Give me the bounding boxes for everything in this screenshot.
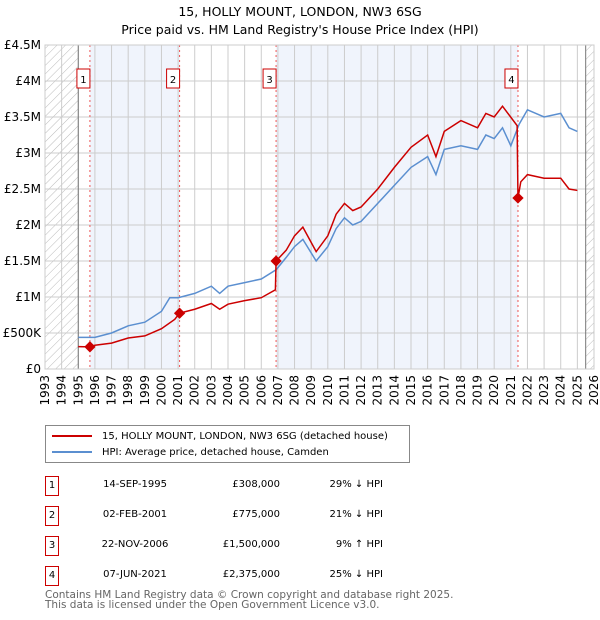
legend-item-hpi: HPI: Average price, detached house, Camd… <box>46 444 329 460</box>
y-tick-label: £1.5M <box>4 254 41 268</box>
shaded-period <box>89 45 180 369</box>
sale-label-box <box>262 68 277 89</box>
x-tick-label: 2005 <box>238 375 252 406</box>
sale-row: 2 02-FEB-2001 £775,000 21% ↓ HPI <box>45 506 405 526</box>
y-tick-label: £1M <box>15 290 41 304</box>
x-tick-label: 1994 <box>55 375 69 406</box>
price-paid-line <box>78 104 578 348</box>
x-tick-label: 2015 <box>404 375 418 406</box>
x-tick-label: 2000 <box>154 375 168 406</box>
sale-price: £2,375,000 <box>222 569 280 580</box>
sale-label: 4 <box>508 75 514 86</box>
plot-border <box>44 44 595 370</box>
sale-label: 3 <box>266 75 272 86</box>
sale-row: 1 14-SEP-1995 £308,000 29% ↓ HPI <box>45 476 405 496</box>
legend-label: HPI: Average price, detached house, Camd… <box>102 446 329 458</box>
sale-label: 1 <box>80 75 86 86</box>
x-tick-label: 1997 <box>105 375 119 406</box>
legend: 15, HOLLY MOUNT, LONDON, NW3 6SG (detach… <box>45 425 410 463</box>
y-tick-label: £3.5M <box>4 110 41 124</box>
x-tick-label: 2019 <box>471 375 485 406</box>
sale-point <box>270 255 282 267</box>
y-tick-label: £4.5M <box>4 38 41 52</box>
sale-hpi-diff: 25% ↓ HPI <box>329 569 383 580</box>
sale-hpi-diff: 29% ↓ HPI <box>329 479 383 490</box>
sale-label-box <box>504 68 519 89</box>
x-tick-label: 2024 <box>554 375 568 406</box>
sale-date: 14-SEP-1995 <box>103 479 167 490</box>
footer-copyright: Contains HM Land Registry data © Crown c… <box>45 589 454 601</box>
y-tick-label: £3M <box>15 146 41 160</box>
x-tick-label: 2003 <box>204 375 218 406</box>
footer-licence: This data is licensed under the Open Gov… <box>45 599 380 611</box>
x-tick-label: 2017 <box>437 375 451 406</box>
sale-number-badge: 4 <box>45 566 59 586</box>
x-tick-label: 2002 <box>188 375 202 406</box>
x-tick-label: 1993 <box>38 375 52 406</box>
sale-number-badge: 3 <box>45 536 59 556</box>
shaded-period <box>276 45 518 369</box>
sale-date: 07-JUN-2021 <box>103 569 167 580</box>
x-tick-label: 2021 <box>504 375 518 406</box>
legend-item-property: 15, HOLLY MOUNT, LONDON, NW3 6SG (detach… <box>46 428 388 444</box>
hpi-line <box>78 108 578 339</box>
x-tick-label: 2001 <box>171 375 185 406</box>
x-tick-label: 2016 <box>421 375 435 406</box>
sale-hpi-diff: 21% ↓ HPI <box>329 509 383 520</box>
chart-title: 15, HOLLY MOUNT, LONDON, NW3 6SG <box>178 4 421 19</box>
y-tick-label: £2M <box>15 218 41 232</box>
x-tick-label: 2011 <box>337 375 351 406</box>
sale-price: £775,000 <box>232 509 280 520</box>
x-tick-label: 2023 <box>537 375 551 406</box>
x-tick-label: 2018 <box>454 375 468 406</box>
x-tick-label: 2004 <box>221 375 235 406</box>
legend-swatch <box>52 451 92 453</box>
x-tick-label: 2022 <box>520 375 534 406</box>
legend-swatch <box>52 435 92 437</box>
chart-subtitle: Price paid vs. HM Land Registry's House … <box>121 22 478 37</box>
sale-point <box>173 307 186 319</box>
x-tick-label: 2007 <box>271 375 285 406</box>
x-tick-label: 1995 <box>71 375 85 406</box>
sale-label-box <box>166 68 181 89</box>
sale-row: 3 22-NOV-2006 £1,500,000 9% ↑ HPI <box>45 536 405 556</box>
x-tick-label: 2006 <box>254 375 268 406</box>
y-tick-label: £500K <box>3 326 43 340</box>
x-tick-label: 2009 <box>304 375 318 406</box>
sale-date: 02-FEB-2001 <box>102 509 168 520</box>
y-tick-label: £2.5M <box>4 182 41 196</box>
sale-point <box>512 192 524 204</box>
hatched-no-data <box>585 45 594 369</box>
chart-svg: 15, HOLLY MOUNT, LONDON, NW3 6SG Price p… <box>3 4 600 406</box>
sale-label: 2 <box>170 75 176 86</box>
sale-hpi-diff: 9% ↑ HPI <box>335 539 383 550</box>
x-tick-label: 2014 <box>387 375 401 406</box>
x-tick-label: 2008 <box>288 375 302 406</box>
x-tick-label: 1998 <box>121 375 135 406</box>
sale-number-badge: 1 <box>45 476 59 496</box>
y-tick-label: £0 <box>26 362 41 376</box>
sale-row: 4 07-JUN-2021 £2,375,000 25% ↓ HPI <box>45 566 405 586</box>
sale-price: £1,500,000 <box>222 539 280 550</box>
sale-price: £308,000 <box>232 479 280 490</box>
legend-label: 15, HOLLY MOUNT, LONDON, NW3 6SG (detach… <box>102 430 388 442</box>
x-tick-label: 1999 <box>138 375 152 406</box>
y-tick-label: £4M <box>15 74 41 88</box>
x-tick-label: 2010 <box>321 375 335 406</box>
x-tick-label: 2020 <box>487 375 501 406</box>
x-tick-label: 1996 <box>88 375 102 406</box>
sale-date: 22-NOV-2006 <box>101 539 169 550</box>
sale-number-badge: 2 <box>45 506 59 526</box>
x-tick-label: 2012 <box>354 375 368 406</box>
x-tick-label: 2026 <box>587 375 600 406</box>
x-tick-label: 2025 <box>570 375 584 406</box>
sale-label-box <box>76 68 91 89</box>
x-tick-label: 2013 <box>371 375 385 406</box>
